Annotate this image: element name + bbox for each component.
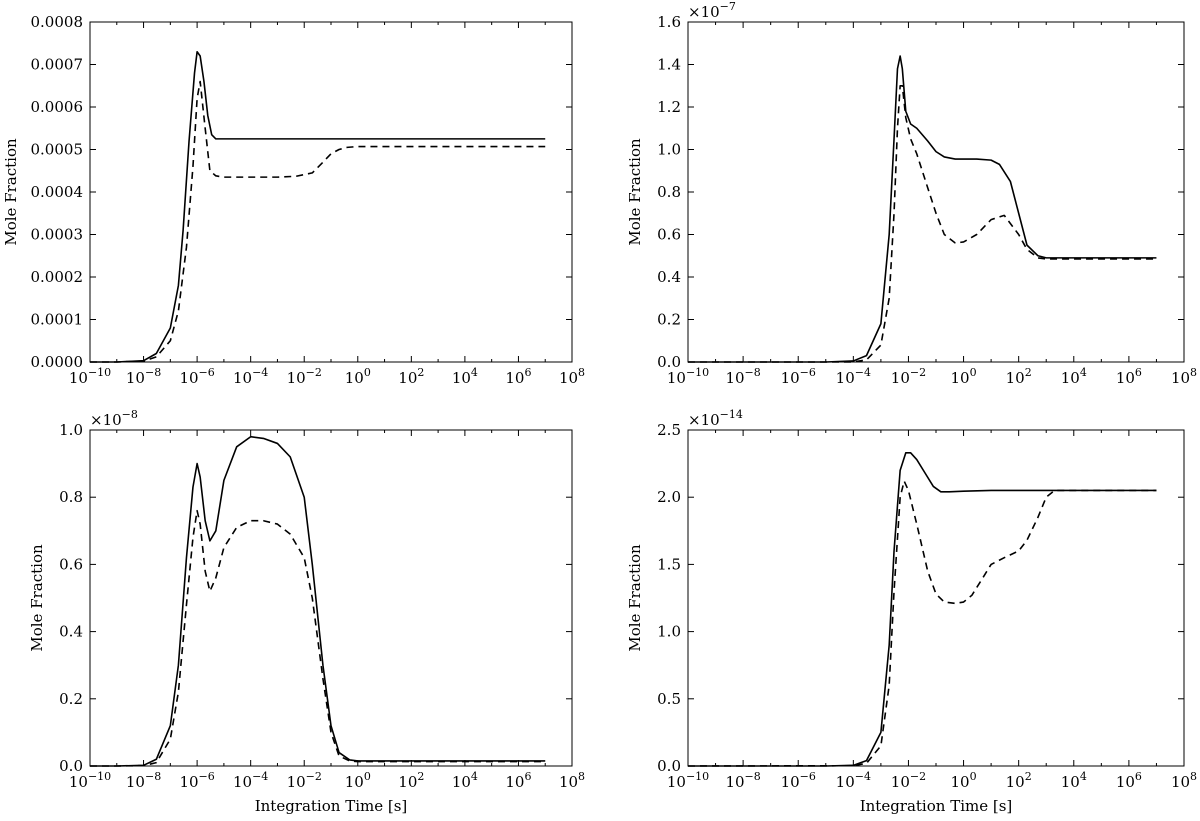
x-tick-label: 10−8 [126, 366, 161, 387]
x-tick-label: 100 [345, 770, 371, 791]
x-tick-label: 10−6 [179, 770, 214, 791]
y-tick-label: 0.0 [657, 353, 681, 371]
y-tick-label: 1.0 [657, 141, 681, 159]
x-tick-label: 104 [1061, 366, 1087, 387]
x-tick-label: 10−10 [69, 770, 111, 791]
x-tick-label: 10−6 [781, 770, 816, 791]
x-tick-label: 102 [398, 366, 424, 387]
x-tick-label: 10−10 [667, 770, 709, 791]
x-tick-label: 102 [398, 770, 424, 791]
x-tick-label: 108 [559, 770, 585, 791]
y-axis-label: Mole Fraction [626, 544, 644, 652]
series-line-dashed [90, 80, 546, 363]
y-tick-label: 1.5 [657, 555, 681, 573]
x-tick-label: 106 [505, 366, 531, 387]
x-tick-label: 10−10 [667, 366, 709, 387]
x-tick-label: 10−2 [891, 770, 926, 791]
y-axis-label: Mole Fraction [2, 138, 20, 246]
y-tick-label: 0.2 [657, 311, 681, 329]
series-line-solid [688, 55, 1157, 363]
x-tick-label: 10−8 [725, 366, 760, 387]
x-tick-label: 10−4 [233, 366, 268, 387]
y-tick-label: 0.6 [59, 555, 83, 573]
x-tick-label: 10−8 [126, 770, 161, 791]
chart-panel-3: 10−10 10−8 10−6 10−4 10−2 100 102 104 106 108 0.0 0… [28, 408, 585, 815]
y-tick-label: 0.0001 [31, 311, 84, 329]
x-tick-label: 10−2 [891, 366, 926, 387]
x-tick-label: 102 [1006, 366, 1032, 387]
series-line-solid [90, 435, 546, 767]
y-tick-label: 1.2 [657, 98, 681, 116]
x-tick-label: 10−4 [233, 770, 268, 791]
y-axis-label: Mole Fraction [28, 544, 46, 652]
x-tick-label: 10−4 [836, 770, 871, 791]
x-tick-label: 104 [452, 366, 478, 387]
x-tick-label: 10−6 [179, 366, 214, 387]
chart-panel-2: 10−10 10−8 10−6 10−4 10−2 100 102 104 106 108 0.0 0… [626, 0, 1197, 387]
y-tick-label: 1.6 [657, 13, 681, 31]
x-tick-label: 10−6 [781, 366, 816, 387]
y-offset-multiplier: ×10−8 [90, 408, 138, 429]
x-tick-label: 10−2 [287, 770, 322, 791]
x-tick-label: 10−10 [69, 366, 111, 387]
chart-panel-4: 10−10 10−8 10−6 10−4 10−2 100 102 104 106 108 0.0 0… [626, 408, 1197, 815]
series-line-dashed [687, 480, 1157, 767]
plot-frame [687, 429, 1185, 767]
y-tick-label: 2.5 [657, 421, 681, 439]
y-tick-label: 0.0008 [31, 13, 84, 31]
x-tick-label: 106 [1116, 366, 1142, 387]
x-tick-label: 106 [1116, 770, 1142, 791]
plot-frame [687, 21, 1185, 363]
y-tick-label: 0.0004 [31, 183, 84, 201]
y-tick-label: 0.8 [59, 488, 83, 506]
y-tick-label: 0.5 [657, 690, 681, 708]
y-tick-label: 0.0 [59, 757, 83, 775]
y-tick-label: 0.0007 [31, 56, 84, 74]
y-tick-label: 1.4 [657, 56, 681, 74]
y-axis-label: Mole Fraction [626, 138, 644, 246]
series-line-solid [90, 50, 546, 363]
y-tick-label: 0.2 [59, 690, 83, 708]
y-tick-label: 0.0 [657, 757, 681, 775]
y-tick-label: 0.0000 [31, 353, 84, 371]
y-tick-label: 0.0003 [31, 226, 84, 244]
x-tick-label: 106 [505, 770, 531, 791]
y-tick-label: 0.4 [59, 623, 83, 641]
x-tick-label: 104 [452, 770, 478, 791]
y-offset-multiplier: ×10−14 [688, 408, 743, 429]
x-tick-label: 100 [345, 366, 371, 387]
y-tick-label: 0.0006 [31, 98, 84, 116]
x-tick-label: 108 [1171, 770, 1197, 791]
y-tick-label: 0.6 [657, 226, 681, 244]
x-tick-label: 104 [1061, 770, 1087, 791]
x-tick-label: 100 [951, 770, 977, 791]
y-offset-multiplier: ×10−7 [688, 0, 736, 21]
x-tick-label: 10−8 [725, 770, 760, 791]
x-tick-label: 102 [1006, 770, 1032, 791]
plot-frame [89, 429, 573, 767]
x-tick-label: 10−4 [836, 366, 871, 387]
x-tick-label: 10−2 [287, 366, 322, 387]
x-tick-label: 108 [559, 366, 585, 387]
y-tick-label: 2.0 [657, 488, 681, 506]
plot-frame [89, 21, 573, 363]
x-axis-label: Integration Time [s] [860, 797, 1013, 815]
y-tick-label: 0.8 [657, 183, 681, 201]
x-axis-label: Integration Time [s] [255, 797, 408, 815]
y-tick-label: 0.0005 [31, 141, 84, 159]
series-line-dashed [688, 84, 1157, 363]
y-tick-label: 1.0 [657, 623, 681, 641]
chart-panel-1: 10−10 10−8 10−6 10−4 10−2 100 102 104 106 108 0.00… [2, 13, 585, 387]
series-line-solid [688, 452, 1157, 767]
x-tick-label: 108 [1171, 366, 1197, 387]
series-line-dashed [90, 509, 546, 767]
y-tick-label: 0.4 [657, 268, 681, 286]
y-tick-label: 1.0 [59, 421, 83, 439]
y-tick-label: 0.0002 [31, 268, 84, 286]
x-tick-label: 100 [951, 366, 977, 387]
